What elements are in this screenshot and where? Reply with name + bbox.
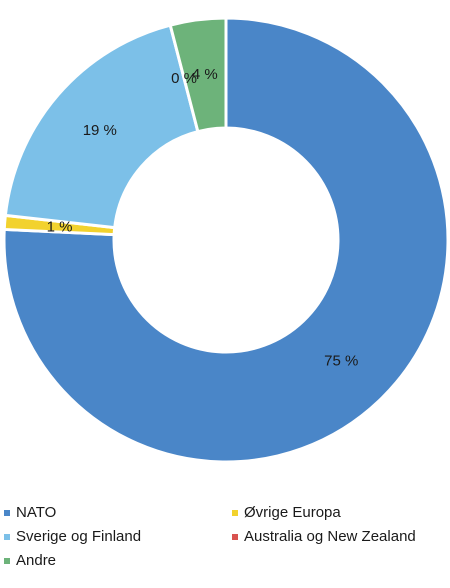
data-label-nato: 75 %: [324, 352, 358, 369]
data-label-ovrige-europa: 1 %: [47, 218, 73, 235]
legend-label-andre: Andre: [16, 552, 57, 569]
legend-swatch-andre: [4, 558, 10, 564]
slice-sverige-og-finland: [3, 23, 200, 230]
legend-label-nato: NATO: [16, 504, 57, 521]
data-label-andre: 4 %: [192, 66, 218, 83]
legend-item-nato: NATO: [4, 504, 56, 522]
donut-slices: [2, 16, 450, 464]
legend-item-andre: Andre: [4, 552, 56, 570]
legend-swatch-nato: [4, 510, 10, 516]
slice-andre: [168, 16, 228, 134]
legend-item-sverige-og-finland: Sverige og Finland: [4, 528, 141, 546]
legend-swatch-ovrige-europa: [232, 510, 238, 516]
data-label-australia-og-new-zealand: 0 %: [171, 70, 197, 87]
slice-nato: [2, 16, 450, 464]
legend-item-ovrige-europa: Øvrige Europa: [232, 504, 341, 522]
legend-label-ovrige-europa: Øvrige Europa: [244, 504, 341, 521]
legend: NATO Øvrige Europa Sverige og Finland Au…: [0, 498, 450, 588]
legend-label-sverige-og-finland: Sverige og Finland: [16, 528, 142, 545]
slice-labels: 75 % 1 % 19 % 0 %4 %: [47, 66, 359, 370]
legend-label-australia-og-new-zealand: Australia og New Zealand: [244, 528, 416, 545]
legend-swatch-sverige-og-finland: [4, 534, 10, 540]
data-label-sverige-og-finland: 19 %: [83, 122, 117, 139]
donut-chart: 75 % 1 % 19 % 0 %4 %: [2, 16, 450, 464]
legend-swatch-australia-og-new-zealand: [232, 534, 238, 540]
legend-item-australia-og-new-zealand: Australia og New Zealand: [232, 528, 416, 546]
